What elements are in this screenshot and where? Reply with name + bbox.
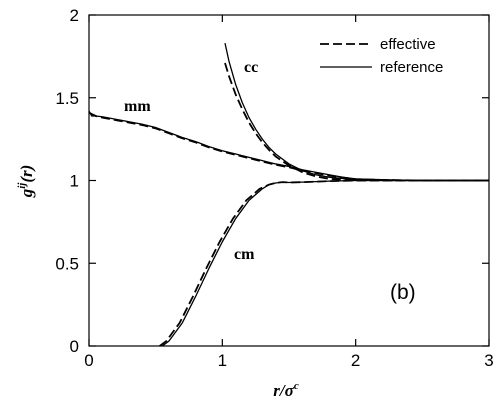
y-tick-label: 1: [70, 172, 79, 191]
axis-tick-labels: 0 1 2 3 0 0.5 1 1.5 2: [55, 6, 493, 370]
curve-cm-effective: [159, 179, 489, 346]
curve-label-mm: mm: [124, 98, 151, 115]
curve-mm-effective: [89, 111, 489, 182]
x-tick-label: 1: [218, 351, 227, 370]
legend-entry-reference: reference: [380, 59, 443, 76]
y-axis-label: gij(r): [16, 165, 36, 199]
x-tick-label: 0: [84, 351, 93, 370]
y-tick-label: 1.5: [55, 89, 79, 108]
axis-ticks: [88, 14, 490, 347]
curve-cc-reference: [224, 42, 489, 182]
x-tick-label: 3: [484, 351, 493, 370]
x-tick-label: 2: [351, 351, 360, 370]
curve-label-cc: cc: [244, 59, 258, 76]
y-tick-label: 2: [70, 6, 79, 25]
legend-entry-effective: effective: [380, 36, 436, 53]
curve-label-cm: cm: [234, 246, 255, 263]
curve-cm-reference: [161, 179, 489, 346]
legend: effective reference: [320, 36, 443, 76]
x-axis-label: r/σc: [273, 380, 299, 400]
y-tick-label: 0: [70, 337, 79, 356]
y-tick-label: 0.5: [55, 254, 79, 273]
curve-mm-reference: [89, 110, 489, 182]
panel-label: (b): [390, 281, 416, 304]
curves-group: [89, 42, 489, 346]
